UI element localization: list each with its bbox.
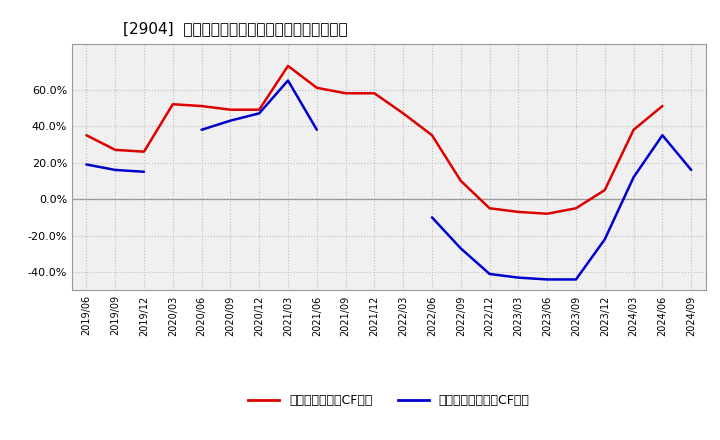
Text: [2904]  有利子負債キャッシュフロー比率の推移: [2904] 有利子負債キャッシュフロー比率の推移 — [122, 21, 347, 36]
Legend: 有利子負債営業CF比率, 有利子負債フリーCF比率: 有利子負債営業CF比率, 有利子負債フリーCF比率 — [243, 389, 535, 412]
